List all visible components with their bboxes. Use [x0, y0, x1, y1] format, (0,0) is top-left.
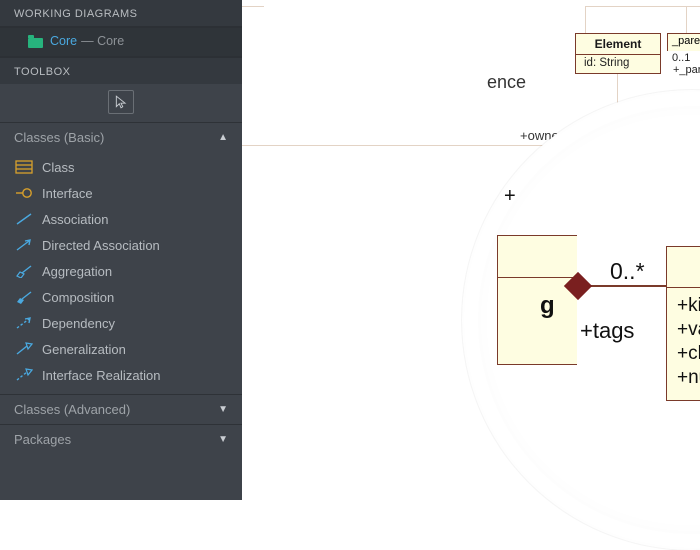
tool-label: Composition: [42, 290, 114, 305]
tool-aggregation[interactable]: Aggregation: [0, 258, 242, 284]
sidebar: WORKING DIAGRAMS Core — Core TOOLBOX Cla…: [0, 0, 242, 500]
tool-label: Generalization: [42, 342, 126, 357]
uml-class-attr: id: String: [576, 55, 660, 73]
association-icon: [14, 211, 34, 227]
tool-interface-realization[interactable]: Interface Realization: [0, 362, 242, 388]
uml-class-tag[interactable]: Tag +kind: TagKind +value: String +check…: [666, 246, 700, 401]
uml-class-name: Tag: [667, 247, 700, 288]
section-label: Packages: [14, 432, 71, 447]
uml-class-attr: +kind: TagKind: [667, 294, 700, 318]
toolbox-header: TOOLBOX: [0, 58, 242, 84]
toolbox-cursor-row: [0, 84, 242, 122]
multiplicity-label: 0..1: [672, 52, 690, 64]
tool-dependency[interactable]: Dependency: [0, 310, 242, 336]
uml-class-left-fragment[interactable]: [497, 235, 577, 365]
tool-interface[interactable]: Interface: [0, 180, 242, 206]
class-icon: [14, 159, 34, 175]
tool-association[interactable]: Association: [0, 206, 242, 232]
tool-label: Interface Realization: [42, 368, 161, 383]
package-icon: [28, 35, 44, 48]
working-diagram-item[interactable]: Core — Core: [0, 28, 242, 56]
role-label-tags: +tags: [580, 318, 634, 344]
tool-label: Interface: [42, 186, 93, 201]
caret-down-icon: ▼: [218, 404, 228, 415]
aggregation-icon: [14, 263, 34, 279]
tool-label: Association: [42, 212, 108, 227]
section-packages[interactable]: Packages ▼: [0, 424, 242, 454]
interface-realization-icon: [14, 367, 34, 383]
magnifier-lens: g + 0..* +tags Tag +kind: TagKind +value…: [462, 90, 700, 550]
plus-label: +: [504, 185, 516, 208]
uml-class-attr: +checked: Boolean: [667, 342, 700, 366]
caret-down-icon: ▼: [218, 434, 228, 445]
tool-directed-association[interactable]: Directed Association: [0, 232, 242, 258]
tool-generalization[interactable]: Generalization: [0, 336, 242, 362]
uml-class-attr: +value: String: [667, 318, 700, 342]
tool-label: Dependency: [42, 316, 115, 331]
tool-list-classes-basic: Class Interface Association Directed Ass…: [0, 152, 242, 394]
tool-label: Aggregation: [42, 264, 112, 279]
tool-label: Directed Association: [42, 238, 160, 253]
cursor-icon: [114, 95, 128, 109]
section-label: Classes (Basic): [14, 130, 104, 145]
generalization-icon: [14, 341, 34, 357]
left-fragment-letter: g: [540, 292, 555, 320]
diagram-name: Core: [50, 34, 77, 48]
multiplicity-label-many: 0..*: [610, 258, 645, 285]
uml-class-element[interactable]: Element id: String: [575, 33, 661, 74]
tool-label: Class: [42, 160, 75, 175]
working-diagrams-header: WORKING DIAGRAMS: [0, 0, 242, 26]
tool-composition[interactable]: Composition: [0, 284, 242, 310]
composition-icon: [14, 289, 34, 305]
role-label-parent: +_parent: [673, 64, 700, 76]
directed-association-icon: [14, 237, 34, 253]
caret-up-icon: ▲: [218, 132, 228, 143]
section-classes-advanced[interactable]: Classes (Advanced) ▼: [0, 394, 242, 424]
diagram-subtitle: — Core: [81, 34, 124, 48]
diagram-canvas[interactable]: Element id: String _parent 0..1 +_parent…: [242, 0, 700, 500]
dependency-icon: [14, 315, 34, 331]
section-label: Classes (Advanced): [14, 402, 130, 417]
uml-class-attr: +number: Integer: [667, 366, 700, 390]
tool-class[interactable]: Class: [0, 154, 242, 180]
interface-icon: [14, 185, 34, 201]
cursor-tool[interactable]: [108, 90, 134, 114]
section-classes-basic[interactable]: Classes (Basic) ▲: [0, 122, 242, 152]
uml-class-name: Element: [576, 34, 660, 55]
uml-class-parent-fragment[interactable]: _parent: [667, 33, 700, 51]
